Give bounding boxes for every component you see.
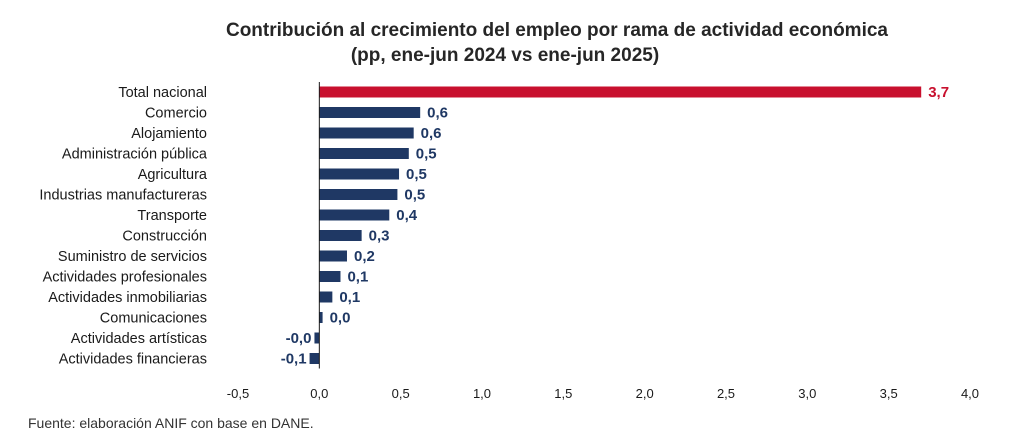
x-axis-ticks: -0,5 0,0 0,5 1,0 1,5 2,0 2,5 3,0 3,5 4,0 xyxy=(227,386,979,401)
category-label: Suministro de servicios xyxy=(58,249,207,265)
category-label: Comunicaciones xyxy=(100,311,207,327)
category-label: Total nacional xyxy=(118,85,207,101)
category-label: Actividades profesionales xyxy=(43,270,207,286)
bar-total-nacional xyxy=(319,86,922,98)
bar xyxy=(314,332,320,344)
category-label: Actividades inmobiliarias xyxy=(48,290,207,306)
category-label: Construcción xyxy=(122,229,207,245)
bar xyxy=(319,168,400,180)
category-label: Comercio xyxy=(145,106,207,122)
source-note: Fuente: elaboración ANIF con base en DAN… xyxy=(28,415,314,431)
bar xyxy=(319,209,390,221)
data-label: -0,1 xyxy=(281,351,307,368)
category-label: Actividades financieras xyxy=(59,352,207,368)
data-label: 0,6 xyxy=(427,105,448,122)
bar xyxy=(319,148,409,159)
bar xyxy=(319,107,421,118)
category-label: Administración pública xyxy=(62,147,208,163)
data-label: 3,7 xyxy=(928,84,949,101)
x-tick-label: 2,5 xyxy=(717,386,735,401)
x-tick-label: 2,0 xyxy=(636,386,654,401)
x-tick-label: 0,5 xyxy=(392,386,410,401)
bar xyxy=(319,230,362,241)
bar xyxy=(319,291,333,303)
category-label: Agricultura xyxy=(138,167,208,183)
data-label: 0,5 xyxy=(404,187,425,204)
data-label: 0,1 xyxy=(339,289,360,306)
data-label: 0,5 xyxy=(406,166,427,183)
bar xyxy=(319,189,398,200)
x-tick-label: 0,0 xyxy=(310,386,328,401)
data-label: 0,5 xyxy=(416,146,437,163)
category-label: Industrias manufactureras xyxy=(39,188,207,204)
x-tick-label: 3,0 xyxy=(798,386,816,401)
data-label: 0,1 xyxy=(347,269,368,286)
data-label: 0,2 xyxy=(354,248,375,265)
bar xyxy=(319,127,414,139)
category-label: Alojamiento xyxy=(131,126,207,142)
x-tick-label: 1,0 xyxy=(473,386,491,401)
data-label: 0,4 xyxy=(396,207,418,224)
data-label: 0,3 xyxy=(369,228,390,245)
data-label: 0,0 xyxy=(330,310,351,327)
data-label: 0,6 xyxy=(421,125,442,142)
bar xyxy=(319,250,347,262)
bar xyxy=(319,271,341,282)
plot-area: Total nacional 3,7 Comercio 0,6 Alojamiento 0… xyxy=(39,84,949,368)
category-label: Actividades artísticas xyxy=(71,331,207,347)
x-tick-label: 1,5 xyxy=(554,386,572,401)
category-label: Transporte xyxy=(137,208,207,224)
x-tick-label: 4,0 xyxy=(961,386,979,401)
bar xyxy=(319,312,323,323)
x-tick-label: 3,5 xyxy=(880,386,898,401)
data-label: -0,0 xyxy=(286,330,312,347)
chart-subtitle: (pp, ene-jun 2024 vs ene-jun 2025) xyxy=(351,45,659,66)
chart-title: Contribución al crecimiento del empleo p… xyxy=(226,20,888,41)
bar xyxy=(309,353,320,364)
x-tick-label: -0,5 xyxy=(227,386,249,401)
